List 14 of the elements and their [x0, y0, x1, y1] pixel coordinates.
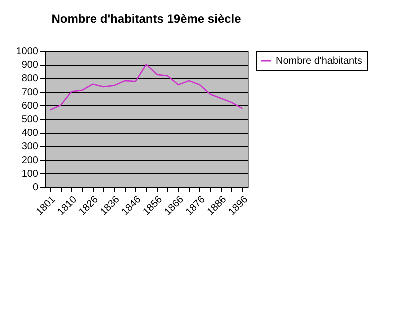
y-tick-label: 800 — [22, 74, 39, 85]
y-tick-label: 200 — [22, 155, 39, 166]
y-tick-label: 700 — [22, 87, 39, 98]
y-tick-label: 100 — [22, 168, 39, 180]
y-tick-label: 400 — [22, 128, 39, 140]
y-tick-label: 0 — [32, 182, 39, 194]
y-tick-label: 600 — [22, 100, 39, 112]
y-tick-label: 1000 — [16, 46, 39, 58]
line-series — [50, 64, 244, 111]
y-tick-label: 500 — [22, 114, 39, 126]
y-tick-label: 900 — [22, 60, 39, 72]
chart-title: Nombre d'habitants 19ème siècle — [52, 12, 242, 26]
y-tick-label: 300 — [22, 142, 39, 153]
legend-label: Nombre d'habitants — [276, 56, 362, 67]
